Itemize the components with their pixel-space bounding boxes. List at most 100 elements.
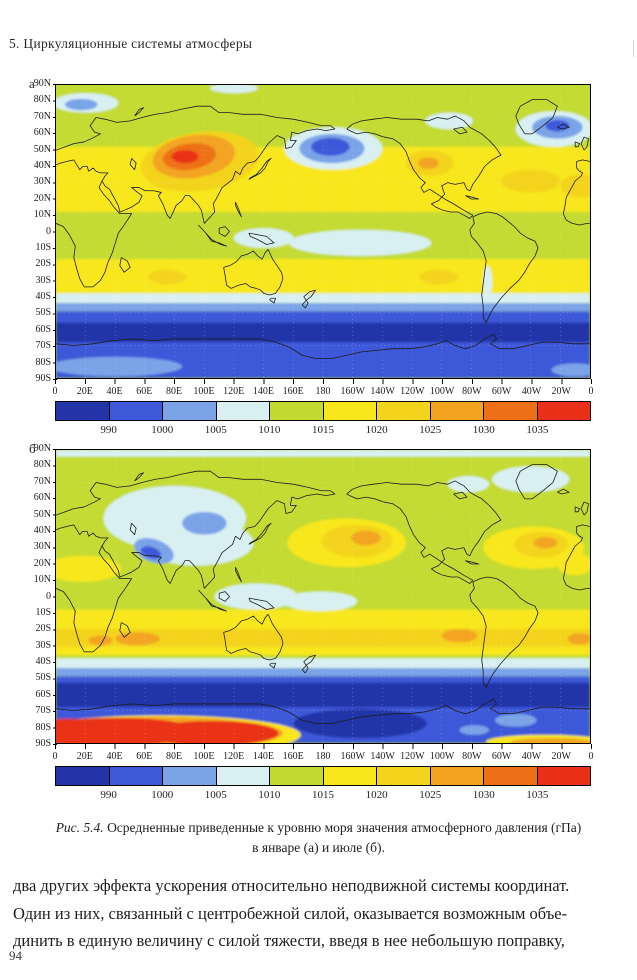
- lat-tick-label: 10S: [35, 606, 51, 618]
- lat-tick-label: 90S: [35, 373, 51, 384]
- lon-tick-label: 120E: [223, 751, 245, 762]
- lon-ticks-b: [55, 744, 592, 749]
- colorbar-cell: [109, 402, 163, 420]
- colorbar-value: 1030: [472, 424, 495, 436]
- lat-axis-a: 90N 80N 70N 60N 50N 40N 30N 20N 10N 0 10S 20S 30S 40S…: [9, 78, 53, 384]
- lon-tick-label: 40W: [521, 751, 542, 762]
- colorbar-cell: [56, 767, 110, 785]
- map-plot-a: [55, 84, 591, 379]
- lat-tick-label: 20N: [33, 557, 51, 569]
- lat-tick-label: 40N: [33, 159, 51, 171]
- colorbar-value: 1015: [312, 789, 334, 801]
- lon-tick-label: 120W: [400, 751, 425, 762]
- lat-tick-label: 30N: [33, 176, 51, 188]
- lat-tick-label: 40S: [35, 291, 51, 303]
- colorbar-cell: [377, 402, 431, 420]
- scan-artifact-line: [632, 40, 634, 57]
- body-paragraph: два других эффекта ускорения относительн…: [13, 872, 623, 955]
- colorbar-value: 1000: [151, 424, 174, 436]
- colorbar-value: 1035: [526, 424, 549, 436]
- lon-tick-label: 100E: [193, 751, 215, 762]
- colorbar-value: 1020: [365, 789, 388, 801]
- lon-tick-label: 80W: [462, 751, 482, 762]
- lat-tick-label: 30S: [35, 274, 51, 286]
- lon-tick-label: 60W: [491, 386, 512, 397]
- colorbar-cell: [109, 767, 163, 785]
- lon-tick-label: 80E: [166, 386, 183, 397]
- lat-tick-label: 80N: [33, 459, 51, 471]
- lat-tick-label: 90N: [33, 78, 51, 89]
- lat-tick-label: 0: [46, 590, 51, 602]
- colorbar-cell: [216, 767, 270, 785]
- pressure-map-july: [56, 450, 590, 743]
- lat-tick-label: 10N: [33, 209, 51, 221]
- colorbar-value: 990: [100, 789, 117, 801]
- lat-tick-label: 60S: [35, 323, 51, 335]
- lon-tick-label: 0: [588, 751, 594, 762]
- colorbar-cell: [163, 767, 217, 785]
- lat-tick-label: 50S: [35, 307, 51, 319]
- lat-tick-label: 20S: [35, 623, 51, 635]
- lat-tick-label: 10S: [35, 241, 51, 253]
- lat-tick-label: 50N: [33, 143, 51, 155]
- colorbar-values-b: 990 1000 1005 1010 1015 1020 1025 1030 1035: [55, 789, 591, 805]
- colorbar-value: 1010: [258, 789, 281, 801]
- lat-tick-label: 30S: [35, 639, 51, 651]
- lat-tick-label: 90N: [33, 443, 51, 454]
- colorbar-values-a: 990 1000 1005 1010 1015 1020 1025 1030 1035: [55, 424, 591, 440]
- lat-tick-label: 70N: [33, 110, 51, 122]
- lon-tick-label: 80E: [166, 751, 183, 762]
- colorbar-value: 1015: [312, 424, 334, 436]
- colorbar-cell: [537, 767, 590, 785]
- panel-label-a: а: [29, 76, 35, 91]
- lon-tick-label: 20E: [76, 751, 93, 762]
- lon-axis-a: 0 20E 40E 60E 80E 100E 120E 140E 160E 180 160W 140W…: [52, 383, 594, 403]
- lon-tick-label: 120W: [400, 386, 425, 397]
- lat-tick-label: 70N: [33, 475, 51, 487]
- lat-tick-label: 40N: [33, 524, 51, 536]
- lon-tick-label: 40W: [521, 386, 542, 397]
- lat-tick-label: 90S: [35, 738, 51, 749]
- lat-tick-label: 30N: [33, 541, 51, 553]
- lon-tick-label: 60E: [136, 386, 153, 397]
- lat-tick-label: 50N: [33, 508, 51, 520]
- lon-tick-label: 160W: [340, 751, 365, 762]
- body-line: два других эффекта ускорения относительн…: [13, 876, 570, 895]
- colorbar-value: 1020: [365, 424, 388, 436]
- caption-line-2: в январе (а) и июле (б).: [252, 840, 385, 855]
- colorbar-cell: [323, 402, 377, 420]
- lat-tick-label: 60N: [33, 127, 51, 139]
- colorbar-value: 1030: [472, 789, 495, 801]
- colorbar-cell: [56, 402, 110, 420]
- colorbar-cell: [377, 767, 431, 785]
- lon-tick-label: 60E: [136, 751, 153, 762]
- body-line: динить в единую величину с силой тяжести…: [13, 931, 565, 950]
- lon-tick-label: 0: [52, 386, 58, 397]
- colorbar-value: 1000: [151, 789, 174, 801]
- colorbar-cell: [270, 767, 324, 785]
- colorbar-cell: [270, 402, 324, 420]
- lon-tick-label: 140E: [252, 751, 274, 762]
- lon-tick-label: 100W: [429, 751, 455, 762]
- body-line: Один из них, связанный с центробежной си…: [13, 903, 568, 923]
- lon-tick-label: 100E: [193, 386, 215, 397]
- caption-text: Осредненные приведенные к уровню моря зн…: [103, 820, 582, 835]
- lon-tick-label: 0: [588, 386, 594, 397]
- chapter-header: 5. Циркуляционные системы атмосферы: [9, 36, 253, 51]
- lat-tick-label: 80S: [35, 356, 51, 368]
- lon-tick-label: 160E: [282, 751, 304, 762]
- lon-tick-label: 120E: [223, 386, 245, 397]
- lon-tick-label: 60W: [491, 751, 512, 762]
- lon-tick-label: 40E: [106, 386, 123, 397]
- colorbar-cell: [323, 767, 377, 785]
- pressure-map-january: [56, 85, 590, 378]
- lon-tick-label: 160E: [282, 386, 304, 397]
- lat-tick-label: 10N: [33, 574, 51, 586]
- lat-tick-label: 70S: [35, 340, 51, 352]
- colorbar-value: 1005: [204, 789, 227, 801]
- page-number: 94: [9, 948, 22, 963]
- figure-caption: Рис. 5.4. Осредненные приведенные к уров…: [0, 818, 637, 858]
- colorbar-cell: [430, 402, 484, 420]
- colorbar-cell: [216, 402, 270, 420]
- figure-number: Рис. 5.4.: [55, 820, 104, 835]
